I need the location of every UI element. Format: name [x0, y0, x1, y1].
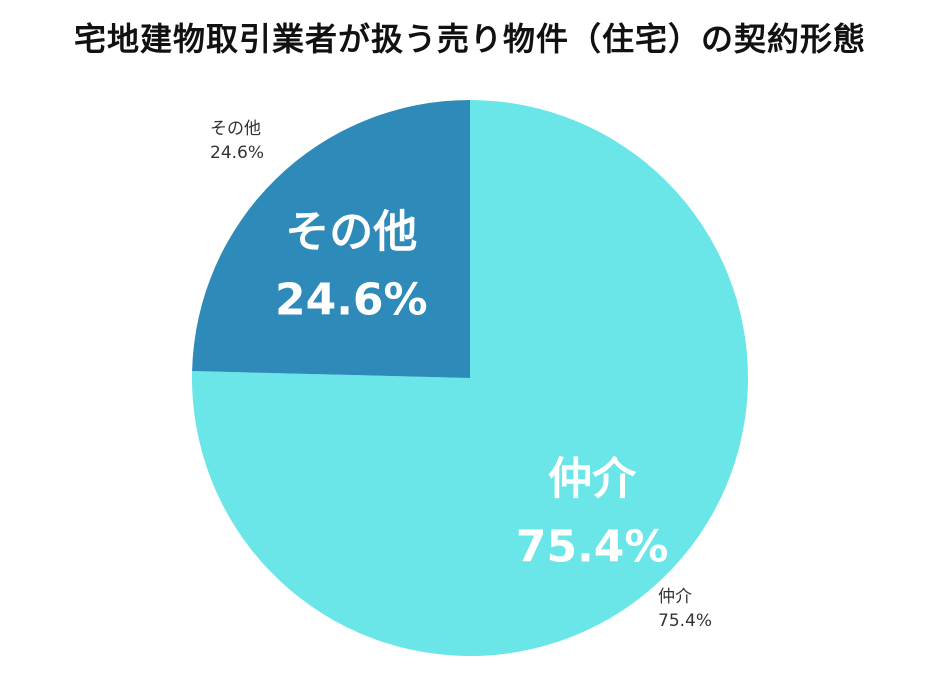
slice-outer-value-1: 75.4%	[658, 611, 712, 631]
slice-inner-name-2: その他	[285, 206, 417, 257]
slice-outer-name-2: その他	[210, 119, 261, 139]
pie-slice-2	[192, 100, 470, 378]
slices-layer	[192, 100, 749, 656]
pie-slice-1	[192, 100, 749, 656]
slice-outer-value-2: 24.6%	[210, 143, 264, 163]
slice-inner-value-1: 75.4%	[516, 521, 669, 572]
labels-layer: 仲介 75.4% 仲介 75.4% その他 24.6% その他 24.6%	[210, 119, 712, 631]
slice-outer-name-1: 仲介	[658, 587, 692, 607]
chart-title: 宅地建物取引業者が扱う売り物件（住宅）の契約形態	[73, 20, 866, 58]
slice-inner-value-2: 24.6%	[275, 274, 428, 325]
slice-inner-name-1: 仲介	[548, 453, 637, 504]
